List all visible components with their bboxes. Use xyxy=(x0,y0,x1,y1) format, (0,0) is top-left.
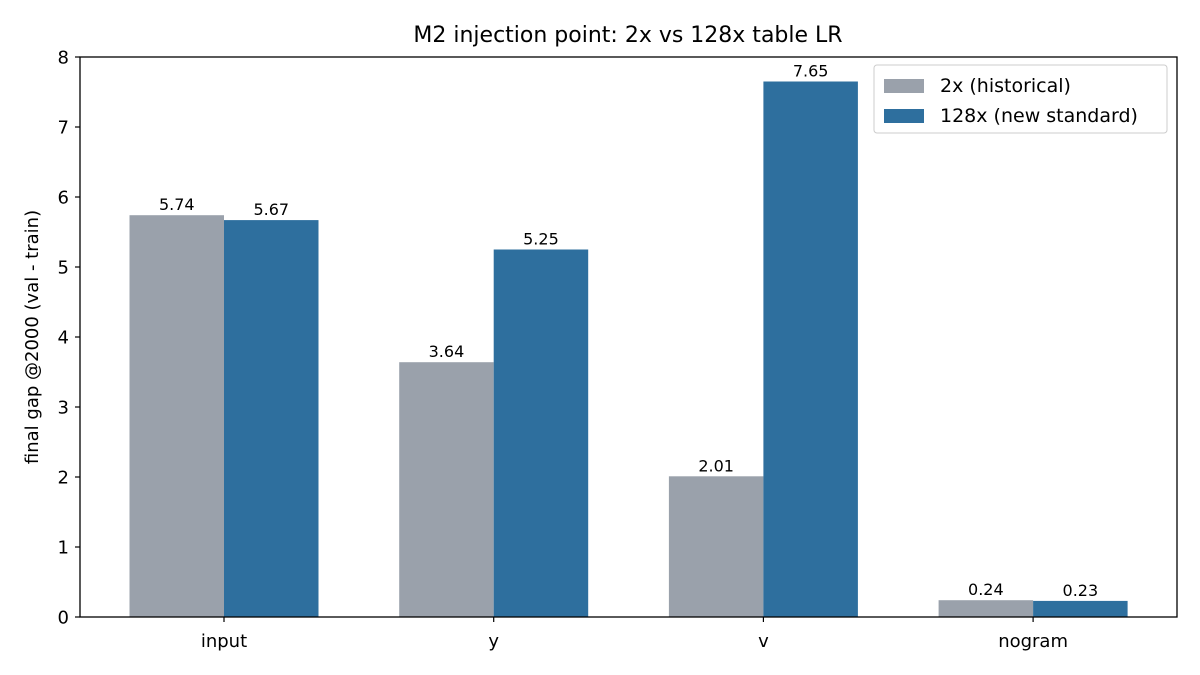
legend-box xyxy=(873,64,1168,134)
bar-input-series-2 xyxy=(224,220,319,617)
bar-value-label: 7.65 xyxy=(793,62,829,81)
legend: 2x (historical) 128x (new standard) xyxy=(873,64,1168,134)
x-tick-label: v xyxy=(758,631,769,652)
bar-input-series-1 xyxy=(129,215,224,617)
bar-v-series-2 xyxy=(763,81,858,617)
x-axis-ticks: input y v nogram xyxy=(201,617,1068,652)
y-tick-label: 8 xyxy=(58,48,69,69)
y-axis-ticks: 0 1 2 3 4 5 6 7 8 xyxy=(58,48,80,629)
bar-labels-layer: 5.74 5.67 3.64 5.25 2.01 7.65 0.24 0.23 xyxy=(159,62,1098,600)
bar-value-label: 5.25 xyxy=(523,230,559,249)
bar-nogram-series-1 xyxy=(938,600,1034,617)
bars-layer xyxy=(129,81,1128,617)
y-tick-label: 2 xyxy=(58,468,69,489)
bar-value-label: 2.01 xyxy=(698,456,734,475)
legend-label: 2x (historical) xyxy=(940,75,1071,97)
y-tick-label: 7 xyxy=(58,118,69,139)
chart-title: M2 injection point: 2x vs 128x table LR xyxy=(413,23,842,48)
y-tick-label: 0 xyxy=(58,608,69,629)
bar-value-label: 3.64 xyxy=(429,342,465,361)
x-tick-label: nogram xyxy=(998,631,1068,652)
y-tick-label: 6 xyxy=(58,188,69,209)
y-tick-label: 3 xyxy=(58,398,69,419)
legend-swatch xyxy=(884,79,924,93)
bar-value-label: 0.24 xyxy=(968,580,1004,599)
bar-value-label: 5.67 xyxy=(253,200,289,219)
legend-swatch xyxy=(884,109,924,123)
legend-label: 128x (new standard) xyxy=(940,105,1138,127)
bar-y-series-1 xyxy=(399,362,494,617)
bar-nogram-series-2 xyxy=(1033,600,1128,617)
bar-value-label: 5.74 xyxy=(159,195,195,214)
y-tick-label: 4 xyxy=(58,328,69,349)
y-tick-label: 5 xyxy=(58,258,69,279)
y-axis-label: final gap @2000 (val - train) xyxy=(22,210,43,464)
bar-y-series-2 xyxy=(493,249,589,617)
x-tick-label: y xyxy=(488,631,499,652)
y-tick-label: 1 xyxy=(58,538,69,559)
bar-v-series-1 xyxy=(668,476,764,617)
x-tick-label: input xyxy=(201,631,247,652)
bar-value-label: 0.23 xyxy=(1063,581,1099,600)
